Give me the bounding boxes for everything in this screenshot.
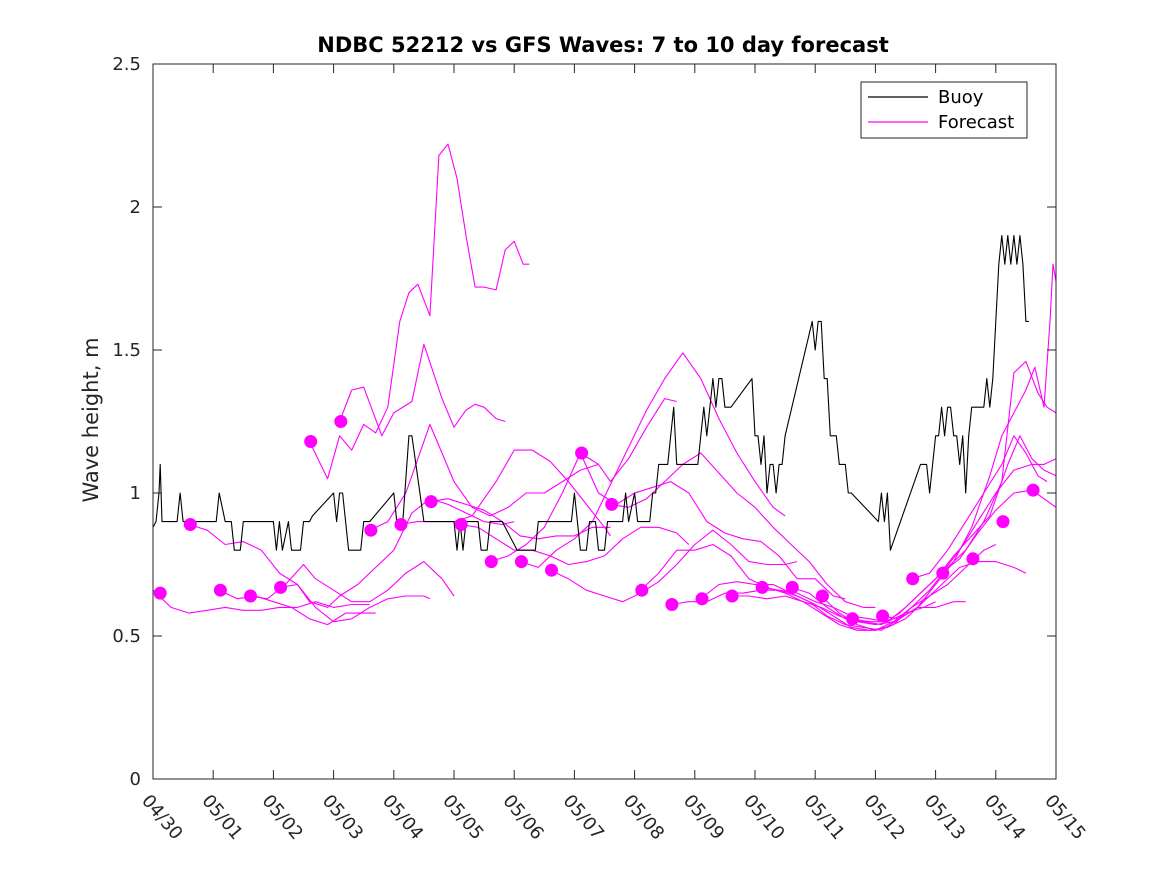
forecast-marker-28: [966, 552, 980, 566]
forecast-marker-30: [1026, 483, 1040, 497]
forecast-line-13: [520, 352, 786, 568]
y-tick-label: 2: [130, 197, 141, 218]
forecast-marker-25: [876, 609, 890, 623]
forecast-line-11: [459, 523, 690, 566]
forecast-line-27: [941, 489, 1057, 574]
forecast-marker-19: [695, 592, 709, 606]
forecast-marker-18: [665, 598, 679, 611]
forecast-marker-9: [394, 518, 408, 531]
forecast-marker-10: [424, 495, 438, 509]
y-tick-label: 0: [130, 769, 141, 790]
forecast-marker-11: [454, 518, 468, 531]
forecast-marker-7: [334, 415, 348, 428]
forecast-marker-6: [304, 435, 318, 448]
y-tick-label: 2.5: [112, 54, 141, 75]
y-tick-label: 1: [130, 483, 141, 504]
forecast-line-21: [760, 561, 1027, 631]
forecast-marker-24: [846, 612, 859, 626]
forecast-marker-5: [274, 580, 288, 594]
forecast-marker-21: [755, 580, 769, 594]
forecast-marker-22: [785, 580, 799, 594]
forecast-line-6: [309, 143, 530, 480]
forecast-marker-8: [364, 523, 378, 537]
legend-label-buoy: Buoy: [938, 87, 984, 108]
forecast-marker-4: [244, 589, 257, 603]
forecast-marker-16: [605, 497, 619, 511]
forecast-line-12: [489, 398, 677, 563]
forecast-marker-12: [484, 555, 498, 569]
forecast-marker-17: [635, 583, 649, 597]
forecast-marker-2: [183, 518, 197, 531]
forecast-marker-15: [575, 446, 589, 460]
forecast-line-2: [188, 523, 431, 623]
forecast-marker-13: [514, 555, 528, 569]
forecast-line-1: [152, 589, 370, 614]
forecast-line-7: [339, 343, 506, 437]
forecast-marker-23: [815, 589, 829, 603]
forecast-marker-14: [545, 563, 558, 577]
chart-title: NDBC 52212 vs GFS Waves: 7 to 10 day for…: [317, 33, 888, 57]
legend-box: [860, 81, 1028, 139]
series-layer: [152, 143, 1057, 631]
forecast-line-8: [369, 423, 599, 531]
forecast-line-5: [279, 498, 515, 608]
forecast-marker-26: [906, 572, 920, 586]
forecast-line-18: [670, 589, 936, 623]
forecast-marker-1: [153, 586, 167, 600]
forecast-marker-3: [213, 583, 227, 597]
forecast-line-23: [820, 360, 1057, 631]
plot-frame: [152, 63, 1057, 780]
legend-label-forecast: Forecast: [938, 112, 1014, 133]
forecast-marker-29: [996, 515, 1010, 529]
forecast-line-19: [700, 581, 966, 631]
y-axis-label: Wave height, m: [79, 337, 103, 502]
forecast-line-26: [911, 435, 1048, 580]
forecast-marker-27: [936, 566, 950, 580]
buoy-line: [152, 235, 1029, 551]
forecast-marker-20: [725, 589, 739, 603]
y-tick-label: 1.5: [112, 340, 141, 361]
forecast-line-14: [550, 529, 798, 603]
y-tick-label: 0.5: [112, 626, 141, 647]
legend: Buoy Forecast: [860, 81, 1028, 139]
